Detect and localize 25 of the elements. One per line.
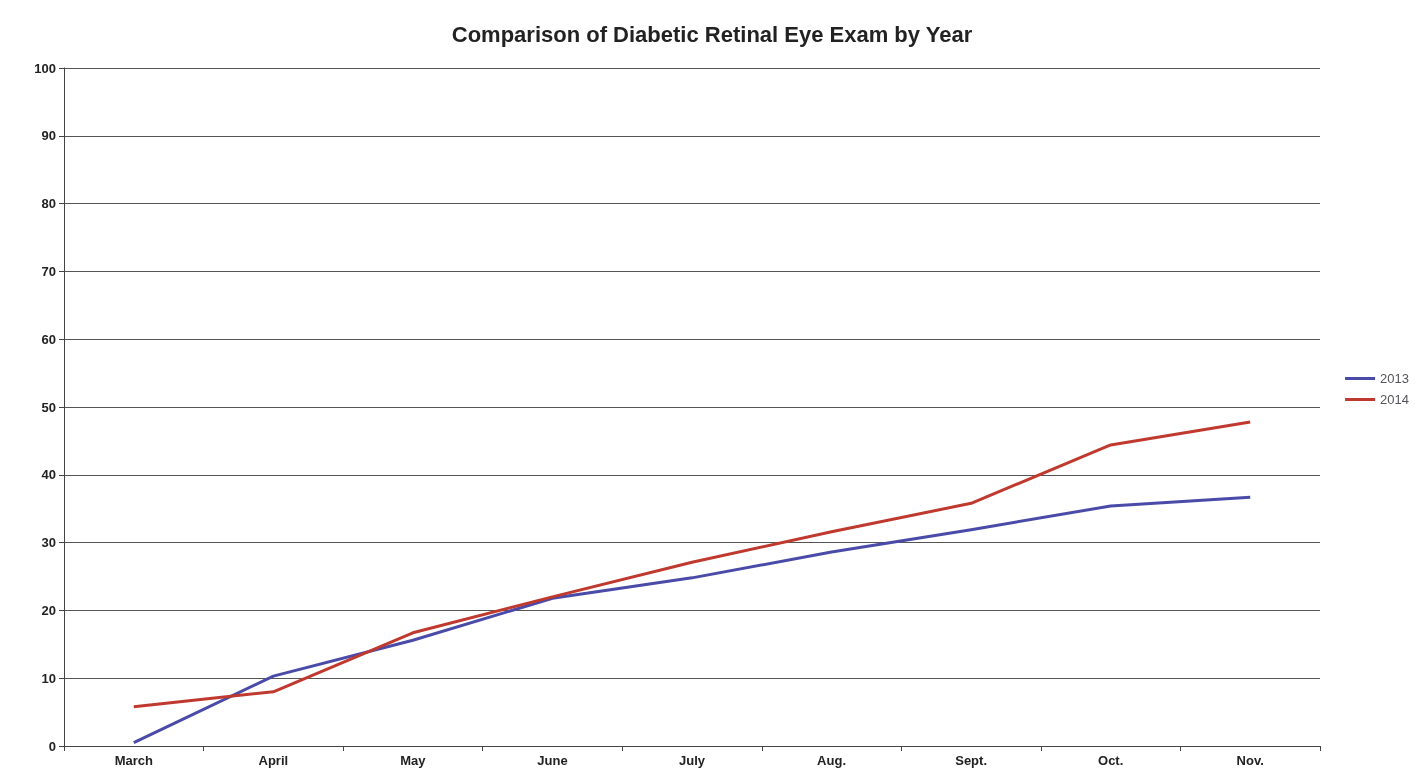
x-tick-label: Nov.	[1236, 753, 1264, 768]
line-series	[132, 420, 1252, 709]
x-tick-label: May	[400, 753, 427, 768]
x-tick-label: June	[537, 753, 568, 768]
y-tick-label: 10	[41, 670, 56, 686]
x-tick-label: Oct.	[1098, 753, 1124, 768]
x-tick-label: July	[678, 753, 706, 768]
y-tick-label: 90	[41, 128, 56, 144]
line-series	[132, 495, 1252, 745]
y-tick-label: 80	[41, 196, 56, 212]
x-tick-label: Aug.	[817, 753, 846, 768]
y-tick-label: 40	[41, 467, 56, 483]
y-tick-label: 60	[41, 331, 56, 347]
y-tick-label: 50	[41, 399, 56, 415]
y-tick-label: 70	[41, 263, 56, 279]
y-tick-label: 30	[41, 535, 56, 551]
y-tick-label: 20	[41, 602, 56, 618]
legend-label: 2013	[1380, 371, 1409, 386]
legend-label: 2014	[1380, 392, 1409, 407]
x-tick-label: March	[114, 753, 153, 768]
y-tick-label: 0	[48, 738, 56, 754]
x-tick-label: Sept.	[955, 753, 988, 768]
x-tick-label: April	[258, 753, 289, 768]
y-tick-label: 100	[34, 60, 56, 76]
chart-title: Comparison of Diabetic Retinal Eye Exam by Year	[451, 21, 973, 47]
